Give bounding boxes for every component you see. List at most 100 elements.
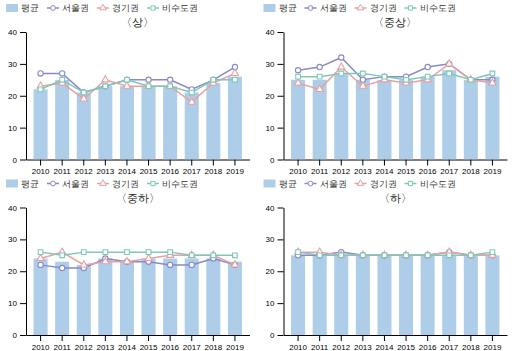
legend-marker bbox=[408, 6, 412, 10]
bar-series bbox=[291, 255, 499, 335]
tick-label: 2013 bbox=[354, 343, 372, 351]
x-tick: 2018 bbox=[204, 335, 222, 351]
marker bbox=[231, 69, 238, 75]
marker bbox=[404, 77, 409, 82]
tick-mark bbox=[191, 160, 192, 166]
bar bbox=[98, 86, 112, 159]
marker bbox=[403, 253, 408, 258]
marker bbox=[447, 71, 452, 76]
bar bbox=[163, 259, 177, 336]
tick-label: 2018 bbox=[204, 343, 222, 351]
line bbox=[41, 73, 235, 102]
tick-label: 2017 bbox=[440, 167, 458, 176]
marker bbox=[125, 250, 130, 255]
legend-label: 경기권 bbox=[370, 3, 397, 13]
tick-label: 0 bbox=[270, 156, 275, 165]
tick-mark bbox=[62, 335, 63, 341]
x-tick: 2019 bbox=[226, 160, 244, 177]
axis-line bbox=[27, 160, 251, 161]
marks bbox=[291, 55, 499, 160]
marker bbox=[446, 60, 453, 66]
x-tick: 2010 bbox=[289, 160, 307, 177]
line-series bbox=[37, 248, 238, 267]
marker bbox=[38, 250, 43, 255]
bar bbox=[356, 255, 370, 335]
marker bbox=[467, 76, 474, 82]
marker bbox=[233, 77, 238, 82]
legend-marker bbox=[408, 181, 412, 185]
tick-label: 2012 bbox=[332, 167, 350, 176]
marker bbox=[103, 250, 108, 255]
tick-label: 2012 bbox=[75, 167, 93, 176]
legend-item: 경기권 bbox=[355, 3, 397, 13]
marker bbox=[490, 71, 495, 76]
marker bbox=[317, 253, 322, 258]
marker bbox=[145, 82, 152, 88]
marker bbox=[60, 71, 65, 76]
marker bbox=[317, 74, 322, 79]
legend-marker bbox=[100, 4, 106, 10]
tick-mark bbox=[83, 160, 84, 166]
bar bbox=[55, 80, 69, 160]
marker bbox=[424, 251, 431, 257]
tick-mark bbox=[341, 160, 342, 166]
y-tick: 20 bbox=[266, 92, 284, 101]
tick-label: 2015 bbox=[140, 167, 158, 176]
axis-line bbox=[27, 335, 251, 336]
marks bbox=[34, 248, 242, 335]
tick-mark bbox=[20, 303, 26, 304]
y-tick: 30 bbox=[266, 235, 284, 244]
tick-mark bbox=[20, 96, 26, 97]
marker bbox=[359, 251, 366, 257]
tick-mark bbox=[20, 64, 26, 65]
tick-mark bbox=[126, 160, 127, 166]
marker bbox=[60, 77, 65, 82]
x-axis: 2010201120122013201420152016201720182019 bbox=[27, 160, 251, 177]
marker bbox=[468, 253, 473, 258]
title: 〈하〉 bbox=[379, 192, 412, 204]
tick-label: 2014 bbox=[376, 167, 394, 176]
tick-label: 2019 bbox=[226, 343, 244, 351]
marker bbox=[361, 71, 366, 76]
marker bbox=[188, 251, 195, 257]
panel: 2010201120122013201420152016201720182019… bbox=[264, 3, 508, 176]
legend-label: 비수도권 bbox=[162, 3, 198, 13]
tick-mark bbox=[20, 271, 26, 272]
marker bbox=[467, 251, 474, 257]
bar bbox=[421, 255, 435, 335]
panel: 2010201120122013201420152016201720182019… bbox=[6, 179, 250, 351]
bar bbox=[228, 262, 242, 335]
legend-label: 평균 bbox=[21, 3, 39, 13]
tick-mark bbox=[126, 335, 127, 341]
marker bbox=[125, 77, 130, 82]
x-tick: 2018 bbox=[204, 160, 222, 177]
line-series bbox=[295, 55, 495, 83]
tick-mark bbox=[234, 160, 235, 166]
line bbox=[298, 64, 492, 90]
marker bbox=[123, 82, 130, 88]
x-tick: 2016 bbox=[419, 335, 437, 351]
tick-mark bbox=[170, 335, 171, 341]
marker bbox=[146, 84, 151, 89]
marker bbox=[361, 253, 366, 258]
tick-mark bbox=[492, 160, 493, 166]
bar bbox=[334, 255, 348, 335]
x-tick: 2015 bbox=[140, 335, 158, 351]
marker bbox=[425, 74, 430, 79]
marker bbox=[490, 250, 495, 255]
bar bbox=[185, 259, 199, 336]
marker bbox=[295, 68, 300, 73]
tick-mark bbox=[427, 160, 428, 166]
y-tick: 30 bbox=[8, 60, 26, 69]
bar bbox=[206, 259, 220, 336]
marker bbox=[317, 253, 322, 258]
bar bbox=[120, 262, 134, 335]
tick-label: 2011 bbox=[54, 343, 72, 351]
tick-mark bbox=[319, 160, 320, 166]
tick-mark bbox=[362, 160, 363, 166]
bar bbox=[77, 93, 91, 160]
bar bbox=[399, 80, 413, 160]
legend-item: 평균 bbox=[264, 179, 297, 189]
tick-mark bbox=[278, 303, 284, 304]
tick-label: 2010 bbox=[289, 343, 307, 351]
